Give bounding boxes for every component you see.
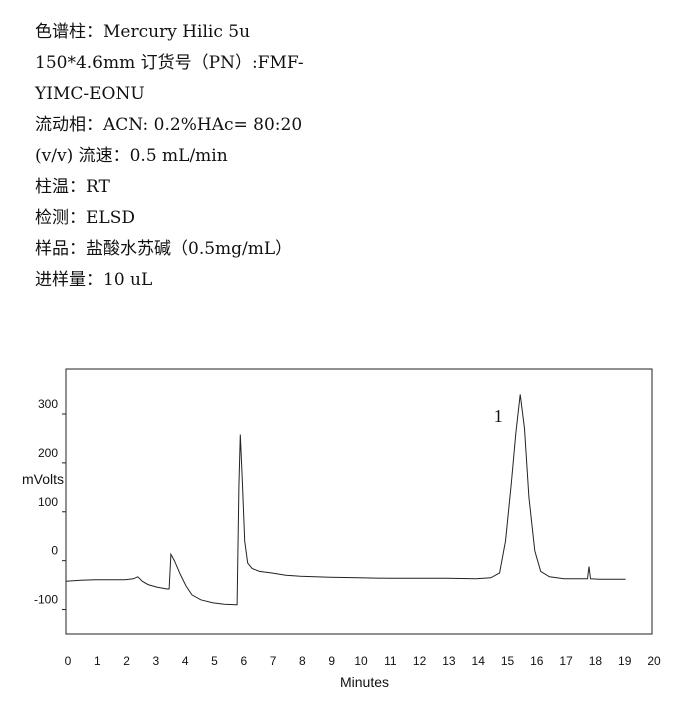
chromatogram-trace [65,394,626,606]
x-tick-label: 8 [299,654,306,668]
peak-label: 1 [494,406,503,426]
x-tick-label: 13 [442,654,456,668]
y-tick-label: 100 [38,495,58,509]
x-tick-label: 5 [211,654,218,668]
y-tick-label: 200 [38,446,58,460]
y-tick-label: 300 [38,397,58,411]
y-tick-label: 0 [51,544,58,558]
x-tick-label: 15 [501,654,515,668]
condition-line: 色谱柱：Mercury Hilic 5u [35,22,251,42]
x-tick-label: 9 [328,654,335,668]
condition-line: (v/v) 流速：0.5 mL/min [35,146,228,166]
x-axis-label: Minutes [340,674,389,690]
x-tick-label: 1 [94,654,101,668]
x-tick-label: 20 [647,654,661,668]
y-axis-label: mVolts [22,471,64,487]
condition-line: YIMC-EONU [35,84,145,104]
x-tick-label: 3 [153,654,160,668]
condition-line: 检测：ELSD [35,208,135,228]
y-tick-label: -100 [34,593,58,607]
x-tick-label: 19 [618,654,632,668]
x-tick-label: 0 [65,654,72,668]
x-tick-label: 10 [354,654,368,668]
condition-line: 150*4.6mm 订货号（PN）:FMF- [35,53,304,73]
x-tick-label: 2 [123,654,130,668]
x-tick-label: 14 [472,654,486,668]
x-tick-label: 11 [384,654,397,668]
condition-line: 进样量：10 uL [35,270,153,290]
x-tick-label: 4 [182,654,189,668]
conditions-block: 色谱柱：Mercury Hilic 5u 150*4.6mm 订货号（PN）:F… [35,17,304,296]
plot-frame [65,368,653,635]
condition-line: 柱温：RT [35,177,110,197]
x-tick-label: 16 [530,654,544,668]
x-tick-label: 12 [413,654,427,668]
x-tick-label: 7 [270,654,277,668]
x-tick-label: 18 [589,654,603,668]
condition-line: 样品：盐酸水苏碱（0.5mg/mL） [35,239,293,259]
condition-line: 流动相：ACN: 0.2%HAc= 80:20 [35,115,303,135]
x-tick-label: 17 [559,654,573,668]
x-tick-label: 6 [240,654,247,668]
